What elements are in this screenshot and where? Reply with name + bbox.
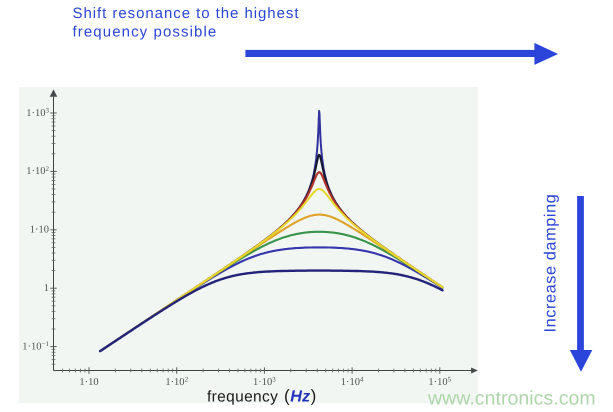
svg-text:1·102: 1·102: [26, 165, 49, 177]
svg-text:1·103: 1·103: [26, 106, 49, 118]
svg-text:Shift resonance to the highest: Shift resonance to the highest: [73, 5, 300, 22]
svg-text:1·105: 1·105: [428, 376, 451, 388]
svg-text:1·10: 1·10: [30, 225, 49, 236]
svg-text:1·104: 1·104: [341, 376, 364, 388]
svg-text:www.cntronics.com: www.cntronics.com: [427, 387, 596, 409]
svg-text:frequency possible: frequency possible: [73, 24, 218, 41]
svg-text:frequency: frequency: [207, 388, 278, 405]
svg-text:1: 1: [44, 283, 49, 294]
svg-text:1·102: 1·102: [165, 376, 188, 388]
svg-text:Increase damping: Increase damping: [542, 194, 560, 333]
svg-text:1·10: 1·10: [79, 377, 98, 388]
svg-text:1·103: 1·103: [253, 376, 276, 388]
svg-text:(Hz): (Hz): [284, 386, 316, 405]
